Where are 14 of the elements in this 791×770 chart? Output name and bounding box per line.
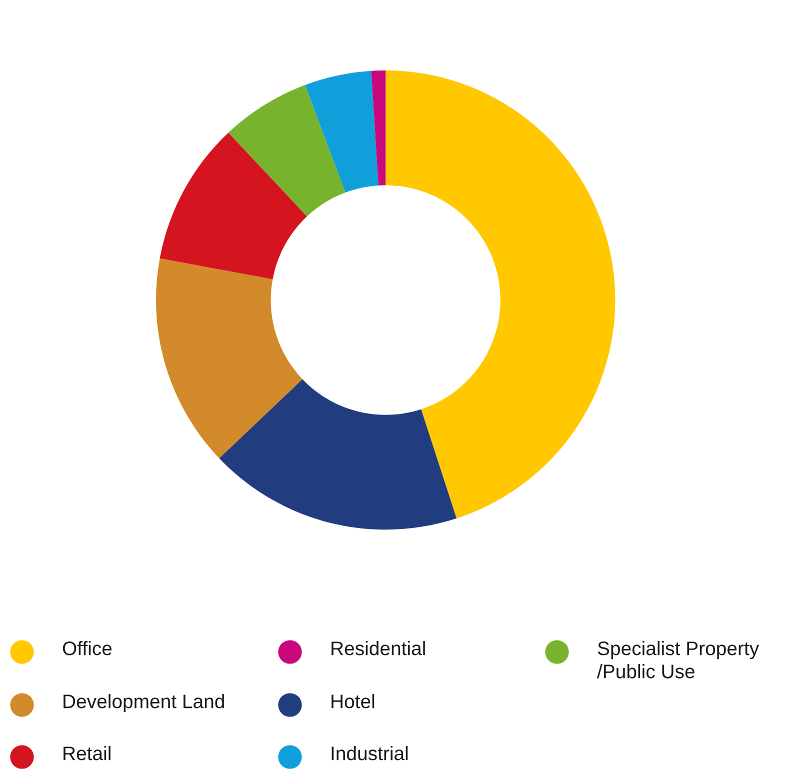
donut-slice [305,70,378,193]
legend-label: Hotel [332,694,374,708]
legend-label: Development Land [64,694,224,712]
donut-slice [228,84,346,216]
legend-label: Residential [332,641,425,656]
legend-label: Industrial [332,746,408,760]
donut-slice [156,258,302,458]
legend-label: Retail [64,746,110,760]
donut-slice [371,70,386,186]
legend-label: Office [62,641,112,656]
donut-slice [160,132,308,280]
donut-slice [219,379,457,530]
donut-slice [386,70,616,518]
legend-label: Specialist Property /Public Use [597,641,760,678]
